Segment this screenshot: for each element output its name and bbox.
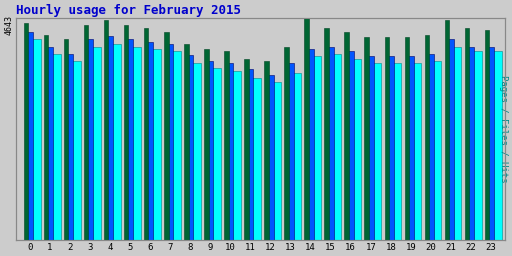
Bar bbox=[488, 47, 494, 240]
Bar bbox=[451, 47, 461, 240]
Bar bbox=[310, 56, 321, 240]
Bar bbox=[84, 25, 89, 240]
Bar bbox=[465, 28, 469, 240]
Bar bbox=[247, 69, 253, 240]
Bar bbox=[408, 56, 414, 240]
Bar bbox=[345, 32, 349, 240]
Bar bbox=[204, 49, 208, 240]
Bar bbox=[428, 54, 434, 240]
Bar bbox=[490, 51, 502, 240]
Bar bbox=[368, 56, 374, 240]
Bar bbox=[107, 36, 113, 240]
Bar bbox=[170, 51, 181, 240]
Bar bbox=[230, 71, 241, 240]
Bar bbox=[308, 49, 314, 240]
Bar bbox=[330, 54, 341, 240]
Bar bbox=[468, 47, 474, 240]
Bar bbox=[250, 78, 261, 240]
Bar bbox=[365, 37, 369, 240]
Bar bbox=[70, 61, 80, 240]
Bar bbox=[431, 61, 441, 240]
Bar bbox=[87, 39, 93, 240]
Bar bbox=[147, 42, 153, 240]
Bar bbox=[124, 25, 129, 240]
Bar bbox=[44, 35, 48, 240]
Bar bbox=[304, 18, 309, 240]
Bar bbox=[290, 73, 301, 240]
Bar bbox=[187, 55, 194, 240]
Bar bbox=[385, 37, 389, 240]
Bar bbox=[227, 63, 233, 240]
Bar bbox=[130, 47, 141, 240]
Bar bbox=[328, 47, 334, 240]
Bar bbox=[24, 23, 28, 240]
Bar bbox=[270, 82, 281, 240]
Bar bbox=[424, 35, 429, 240]
Bar bbox=[110, 44, 121, 240]
Bar bbox=[127, 39, 133, 240]
Bar bbox=[150, 49, 161, 240]
Bar bbox=[207, 61, 214, 240]
Bar bbox=[390, 63, 401, 240]
Bar bbox=[27, 32, 33, 240]
Bar bbox=[47, 47, 53, 240]
Text: Hourly usage for February 2015: Hourly usage for February 2015 bbox=[16, 4, 241, 17]
Bar bbox=[284, 47, 289, 240]
Bar bbox=[30, 39, 40, 240]
Bar bbox=[471, 51, 481, 240]
Bar bbox=[210, 68, 221, 240]
Bar bbox=[67, 54, 73, 240]
Bar bbox=[350, 59, 361, 240]
Bar bbox=[267, 75, 273, 240]
Bar bbox=[485, 30, 489, 240]
Bar bbox=[348, 51, 354, 240]
Bar bbox=[444, 20, 449, 240]
Bar bbox=[90, 47, 101, 240]
Y-axis label: Pages / Files / Hits: Pages / Files / Hits bbox=[499, 76, 508, 183]
Bar bbox=[410, 63, 421, 240]
Bar bbox=[370, 63, 381, 240]
Bar bbox=[164, 32, 168, 240]
Bar bbox=[50, 54, 60, 240]
Bar bbox=[167, 44, 173, 240]
Bar bbox=[325, 28, 329, 240]
Bar bbox=[184, 44, 188, 240]
Bar bbox=[244, 59, 249, 240]
Bar bbox=[144, 28, 148, 240]
Bar bbox=[448, 39, 454, 240]
Bar bbox=[264, 61, 269, 240]
Bar bbox=[190, 63, 201, 240]
Bar bbox=[64, 39, 68, 240]
Bar bbox=[388, 56, 394, 240]
Bar bbox=[404, 37, 409, 240]
Bar bbox=[104, 20, 109, 240]
Bar bbox=[288, 63, 293, 240]
Bar bbox=[224, 51, 229, 240]
